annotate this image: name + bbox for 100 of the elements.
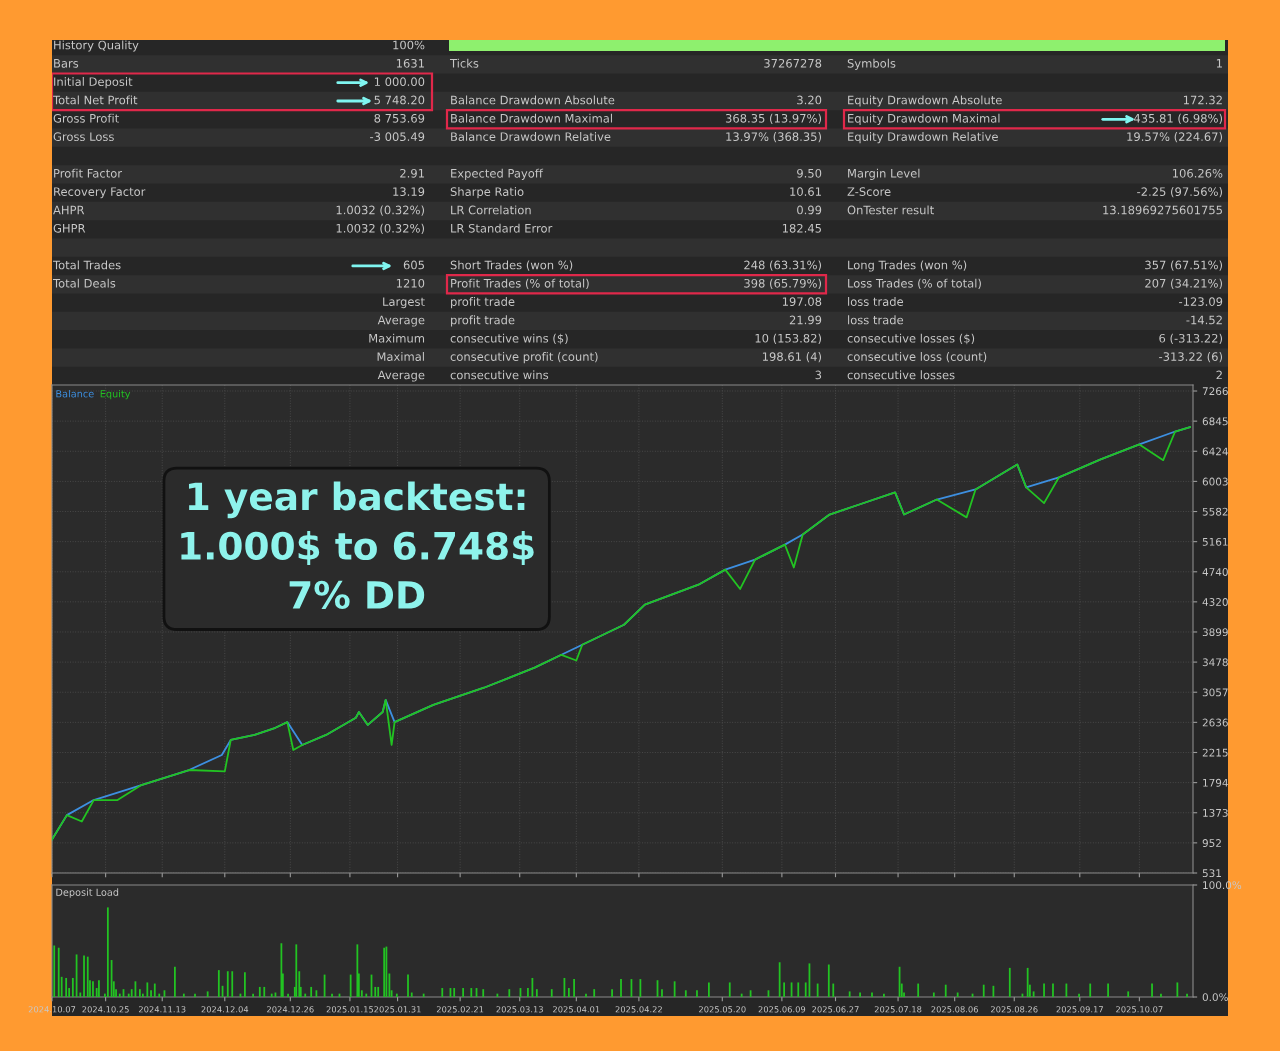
y-tick-label: 5582 <box>1202 507 1228 516</box>
text: Equity <box>100 389 131 400</box>
text: consecutive wins ($) <box>450 333 568 345</box>
text: 10 (153.82) <box>755 333 822 344</box>
text: 197.08 <box>782 297 822 306</box>
chart-title: Deposit Load <box>56 888 119 898</box>
y-tick-label: 2636 <box>1202 718 1228 727</box>
text: 37267278 <box>764 58 822 68</box>
text: Total Trades <box>52 260 121 270</box>
text: Loss Trades (% of total) <box>848 278 981 289</box>
x-tick-label: 2025.02.21 <box>436 1006 484 1013</box>
y-tick-label: 0.0% <box>1202 993 1228 1002</box>
text: 13.97% (368.35) <box>726 132 822 143</box>
text: 8 753.69 <box>374 113 425 123</box>
text: 435.81 (6.98%) <box>1133 113 1223 125</box>
text: 21.99 <box>789 315 822 325</box>
text: 19.57% (224.67) <box>1127 132 1223 143</box>
text: Gross Profit <box>53 113 119 123</box>
y-tick-label: 1373 <box>1203 808 1228 817</box>
text: 0.99 <box>797 205 822 215</box>
text: 357 (67.51%) <box>1145 260 1223 271</box>
text: Profit Trades (% of total) <box>451 278 589 289</box>
text: 106.26% <box>1172 168 1223 178</box>
text: 1631 <box>396 58 424 68</box>
text: 605 <box>403 260 424 270</box>
text: 1.0032 (0.32%) <box>336 205 425 216</box>
text: Total Deals <box>52 278 116 288</box>
text: -123.09 <box>1179 297 1223 306</box>
y-tick-label: 6003 <box>1202 477 1228 486</box>
text: Maximal <box>377 352 424 361</box>
y-tick-label: 6845 <box>1202 417 1228 426</box>
text: Short Trades (won %) <box>450 260 573 271</box>
text: LR Correlation <box>451 205 531 215</box>
text: Expected Payoff <box>451 168 544 180</box>
y-tick-label: 1794 <box>1203 778 1228 787</box>
text: 10.61 <box>790 187 821 196</box>
text: Balance Drawdown Maximal <box>451 113 612 123</box>
text: Margin Level <box>848 168 920 180</box>
y-tick-label: 3057 <box>1202 688 1228 697</box>
text: 2.91 <box>400 168 424 178</box>
text: Equity Drawdown Relative <box>848 132 998 144</box>
x-tick-label: 2024.10.07 <box>28 1006 76 1013</box>
y-tick-label: 3478 <box>1202 658 1228 667</box>
text: LR Standard Error <box>451 223 553 233</box>
text: -313.22 (6) <box>1159 352 1223 363</box>
x-tick-label: 2024.10.25 <box>82 1006 129 1013</box>
text: Sharpe Ratio <box>450 187 524 199</box>
text: Balance Drawdown Absolute <box>451 95 615 105</box>
text: 9.50 <box>797 168 822 178</box>
text: loss trade <box>848 315 904 325</box>
annotation: 1 year backtest: 1.000$ to 6.748$ 7% DD <box>181 481 534 610</box>
text: -3 005.49 <box>370 132 425 141</box>
text: -14.52 <box>1186 315 1222 325</box>
y-tick-label: 7266 <box>1202 387 1228 396</box>
x-tick-label: 2025.09.17 <box>1056 1006 1103 1013</box>
text: 5 748.20 <box>374 95 425 105</box>
text: 3 <box>815 370 822 380</box>
y-tick-label: 4320 <box>1202 598 1228 606</box>
x-tick-label: 2025.06.27 <box>812 1006 859 1013</box>
text: Total Net Profit <box>52 95 138 105</box>
text: 100% <box>393 40 425 50</box>
y-tick-label: 4740 <box>1202 568 1228 576</box>
text: Balance Drawdown Relative <box>451 132 611 141</box>
x-tick-label: 2025.08.26 <box>991 1006 1038 1013</box>
text: 198.61 (4) <box>762 352 822 363</box>
text: GHPR <box>53 223 86 233</box>
y-tick-label: 531 <box>1202 869 1221 878</box>
x-tick-label: 2025.03.13 <box>496 1006 543 1013</box>
text: Balance <box>56 389 94 398</box>
text: AHPR <box>53 205 85 215</box>
text: 1 <box>1216 59 1222 68</box>
text: Gross Loss <box>53 132 114 141</box>
text: 172.32 <box>1183 95 1222 105</box>
text: 248 (63.31%) <box>744 260 822 271</box>
text: Recovery Factor <box>54 187 146 199</box>
text: Equity Drawdown Maximal <box>848 113 1000 125</box>
text: profit trade <box>451 297 515 309</box>
text: -2.25 (97.56%) <box>1137 187 1223 198</box>
y-tick-label: 3899 <box>1202 628 1228 637</box>
text: Symbols <box>847 58 896 70</box>
text: Long Trades (won %) <box>848 260 967 272</box>
y-tick-label: 5161 <box>1202 537 1228 546</box>
x-tick-label: 2025.06.09 <box>758 1006 806 1013</box>
text: profit trade <box>451 315 515 327</box>
text: 3.20 <box>797 95 822 105</box>
text: History Quality <box>54 40 139 52</box>
text: 368.35 (13.97%) <box>725 113 822 125</box>
text: Average <box>377 315 425 327</box>
text: Largest <box>383 297 425 309</box>
text: Profit Factor <box>54 168 123 178</box>
text: Maximum <box>369 333 425 343</box>
text: consecutive wins <box>450 370 549 380</box>
x-tick-label: 2025.04.01 <box>553 1006 600 1013</box>
text: 13.18969275601755 <box>1103 205 1222 215</box>
text: 6 (-313.22) <box>1159 333 1223 344</box>
x-tick-label: 2025.01.15 <box>326 1006 374 1013</box>
text: consecutive loss (count) <box>847 352 987 363</box>
text: loss trade <box>848 297 904 306</box>
x-tick-label: 2025.05.20 <box>699 1006 746 1013</box>
text: consecutive profit (count) <box>450 352 598 364</box>
